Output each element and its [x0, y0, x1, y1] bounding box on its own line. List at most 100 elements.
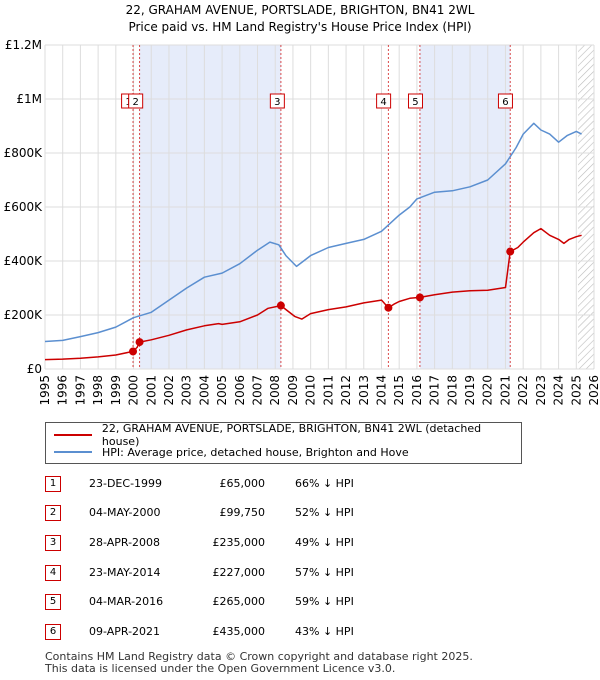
transaction-price: £235,000 [212, 536, 266, 549]
price-chart: 123456 £0£200K£400K£600K£800K£1M£1.2M199… [4, 38, 600, 406]
x-tick-label: 2015 [392, 375, 406, 406]
x-tick-label: 2026 [587, 375, 600, 406]
legend-swatch-hpi [54, 451, 92, 453]
legend-item-price: 22, GRAHAM AVENUE, PORTSLADE, BRIGHTON, … [54, 422, 521, 448]
y-tick-label: £1M [16, 92, 42, 106]
x-tick-label: 2001 [144, 375, 158, 406]
transaction-price: £99,750 [219, 506, 266, 519]
transaction-hpi-diff: 66% ↓ HPI [295, 477, 354, 490]
x-tick-label: 1996 [56, 375, 70, 406]
table-row: 4 23-MAY-2014 £227,000 57% ↓ HPI [45, 565, 445, 581]
legend-label-price: 22, GRAHAM AVENUE, PORTSLADE, BRIGHTON, … [101, 422, 482, 448]
sale-marker-label: 5 [412, 97, 418, 108]
table-row: 2 04-MAY-2000 £99,750 52% ↓ HPI [45, 505, 445, 521]
x-tick-label: 2018 [445, 375, 459, 406]
title-line-1: 22, GRAHAM AVENUE, PORTSLADE, BRIGHTON, … [125, 3, 475, 17]
x-tick-label: 2013 [357, 375, 371, 406]
transaction-date: 23-MAY-2014 [89, 566, 161, 579]
transaction-number: 2 [45, 505, 61, 521]
sale-point [129, 347, 138, 356]
x-tick-label: 2014 [374, 375, 388, 406]
x-tick-label: 1997 [73, 375, 87, 406]
transaction-price: £65,000 [219, 477, 266, 490]
transaction-price: £435,000 [212, 625, 266, 638]
x-tick-label: 2011 [321, 375, 335, 406]
footer-line-2: This data is licensed under the Open Gov… [45, 662, 396, 675]
transaction-number: 6 [45, 624, 61, 640]
x-tick-label: 2021 [498, 375, 512, 406]
x-tick-label: 2022 [516, 375, 530, 406]
x-tick-label: 2003 [180, 375, 194, 406]
table-row: 6 09-APR-2021 £435,000 43% ↓ HPI [45, 624, 445, 640]
sale-point [506, 247, 515, 256]
x-tick-label: 2010 [304, 375, 318, 406]
chart-title: 22, GRAHAM AVENUE, PORTSLADE, BRIGHTON, … [0, 2, 600, 36]
y-tick-label: £200K [4, 308, 44, 322]
footer-line-1: Contains HM Land Registry data © Crown c… [45, 650, 473, 663]
y-tick-label: £600K [4, 200, 44, 214]
legend-swatch-price [54, 434, 92, 436]
transaction-hpi-diff: 49% ↓ HPI [295, 536, 354, 549]
x-tick-label: 2017 [428, 375, 442, 406]
sale-point [276, 301, 285, 310]
transaction-price: £265,000 [212, 595, 266, 608]
sale-marker-box [376, 93, 392, 109]
y-tick-label: £400K [4, 254, 44, 268]
sale-point [415, 293, 424, 302]
transaction-hpi-diff: 43% ↓ HPI [295, 625, 354, 638]
transaction-hpi-diff: 57% ↓ HPI [295, 566, 354, 579]
x-tick-label: 2006 [233, 375, 247, 406]
sale-marker-label: 4 [380, 97, 386, 108]
transaction-date: 04-MAR-2016 [89, 595, 164, 608]
x-tick-label: 1998 [91, 375, 105, 406]
y-tick-label: £800K [4, 146, 44, 160]
x-tick-label: 2004 [197, 375, 211, 406]
x-tick-label: 2008 [268, 375, 282, 406]
sale-marker-label: 3 [274, 97, 280, 108]
x-tick-label: 2009 [286, 375, 300, 406]
transaction-number: 5 [45, 594, 61, 610]
transaction-number: 4 [45, 565, 61, 581]
transaction-number: 1 [45, 476, 61, 492]
x-tick-label: 2005 [215, 375, 229, 406]
legend-item-hpi: HPI: Average price, detached house, Brig… [54, 444, 409, 460]
transaction-date: 09-APR-2021 [89, 625, 161, 638]
x-tick-label: 2023 [534, 375, 548, 406]
transaction-number: 3 [45, 535, 61, 551]
x-tick-label: 2020 [481, 375, 495, 406]
legend-label-hpi: HPI: Average price, detached house, Brig… [102, 445, 409, 459]
title-line-2: Price paid vs. HM Land Registry's House … [128, 20, 472, 34]
y-tick-label: £1.2M [5, 38, 42, 52]
transaction-date: 23-DEC-1999 [89, 477, 163, 490]
transaction-date: 04-MAY-2000 [89, 506, 161, 519]
x-tick-label: 2024 [552, 375, 566, 406]
x-tick-label: 2000 [127, 375, 141, 406]
sale-marker-box [269, 93, 285, 109]
transaction-hpi-diff: 52% ↓ HPI [295, 506, 354, 519]
transaction-hpi-diff: 59% ↓ HPI [295, 595, 354, 608]
table-row: 1 23-DEC-1999 £65,000 66% ↓ HPI [45, 476, 445, 492]
transaction-price: £227,000 [212, 566, 266, 579]
x-tick-label: 2016 [410, 375, 424, 406]
x-tick-label: 2025 [569, 375, 583, 406]
table-row: 5 04-MAR-2016 £265,000 59% ↓ HPI [45, 594, 445, 610]
x-tick-label: 1999 [109, 375, 123, 406]
footer: Contains HM Land Registry data © Crown c… [45, 651, 473, 675]
y-tick-label: £0 [27, 362, 42, 376]
sale-marker-box [407, 93, 423, 109]
sale-point [135, 338, 144, 347]
sale-marker-label: 2 [132, 97, 138, 108]
x-tick-label: 2002 [162, 375, 176, 406]
x-tick-label: 1995 [38, 375, 52, 406]
sale-marker-label: 6 [502, 97, 508, 108]
table-row: 3 28-APR-2008 £235,000 49% ↓ HPI [45, 535, 445, 551]
legend: 22, GRAHAM AVENUE, PORTSLADE, BRIGHTON, … [45, 422, 522, 464]
sale-point [384, 303, 393, 312]
sale-marker-box [497, 93, 513, 109]
sale-marker-box [128, 93, 144, 109]
x-tick-label: 2007 [251, 375, 265, 406]
hpi-line [44, 122, 582, 343]
price-line [44, 227, 582, 361]
x-tick-label: 2012 [339, 375, 353, 406]
transaction-date: 28-APR-2008 [89, 536, 161, 549]
